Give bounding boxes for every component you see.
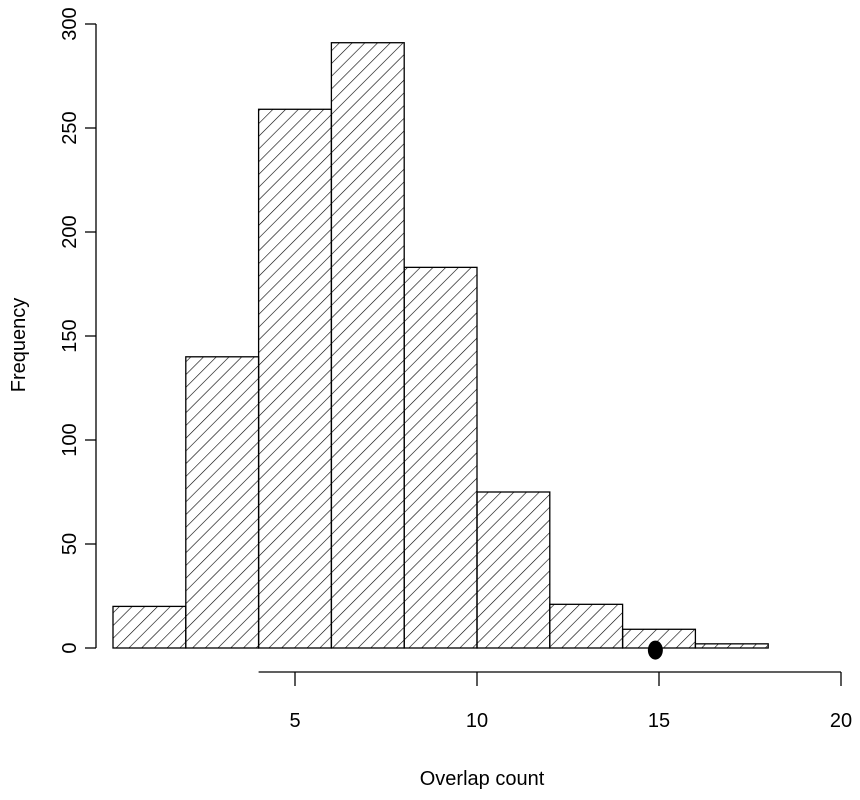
histogram-bar-7 bbox=[549, 603, 624, 649]
y-tick-label: 300 bbox=[59, 7, 81, 40]
x-tick-label: 20 bbox=[830, 710, 852, 732]
x-axis-label: Overlap count bbox=[420, 768, 545, 790]
histogram-bar-2 bbox=[185, 356, 260, 649]
histogram-bar-6 bbox=[476, 491, 551, 649]
x-axis: 5 10 15 20 bbox=[258, 671, 852, 732]
bars-group bbox=[112, 42, 769, 649]
y-axis: 0 50 100 150 200 250 300 bbox=[59, 7, 97, 654]
marker-layer bbox=[647, 640, 663, 660]
histogram-bar-4 bbox=[330, 42, 405, 649]
y-tick-label: 200 bbox=[59, 215, 81, 248]
x-tick-label: 10 bbox=[466, 710, 488, 732]
y-tick-label: 0 bbox=[59, 642, 81, 653]
x-tick-label: 5 bbox=[289, 710, 300, 732]
y-tick-label: 150 bbox=[59, 319, 81, 352]
observed-value-marker bbox=[647, 640, 663, 660]
y-tick-label: 50 bbox=[59, 533, 81, 555]
histogram-bar-9 bbox=[694, 643, 769, 649]
y-axis-label: Frequency bbox=[8, 298, 30, 393]
y-tick-label: 250 bbox=[59, 111, 81, 144]
histogram-bar-3 bbox=[257, 108, 333, 649]
histogram-bar-1 bbox=[112, 605, 187, 649]
y-tick-label: 100 bbox=[59, 423, 81, 456]
histogram-bar-5 bbox=[403, 266, 478, 649]
x-tick-label: 15 bbox=[648, 710, 670, 732]
